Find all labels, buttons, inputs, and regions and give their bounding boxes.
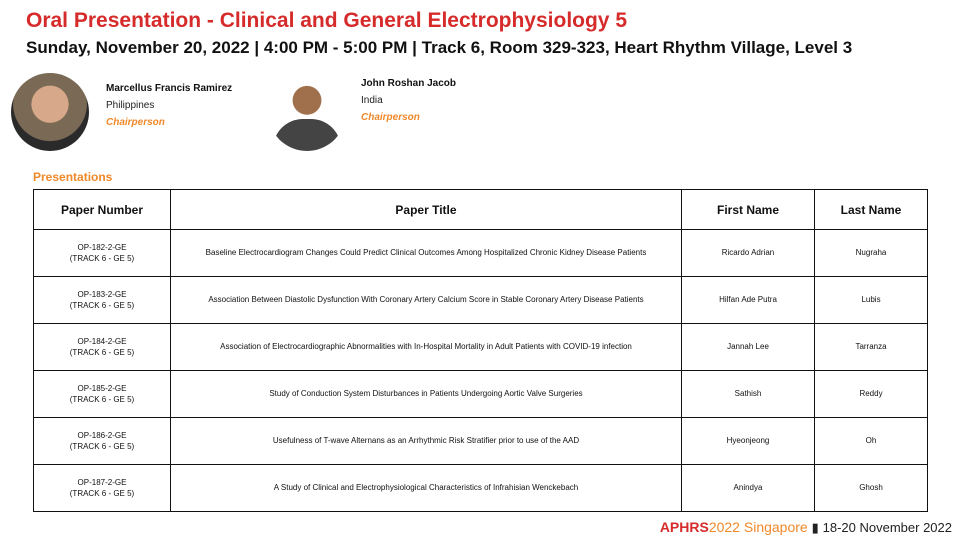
- last-name-cell: Lubis: [814, 276, 928, 324]
- column-header: First Name: [681, 189, 815, 230]
- column-header: Paper Number: [33, 189, 171, 230]
- paper-title-cell: Study of Conduction System Disturbances …: [170, 370, 682, 418]
- avatar: [268, 73, 346, 151]
- session-details: Sunday, November 20, 2022 | 4:00 PM - 5:…: [26, 38, 853, 57]
- table-row: OP-187-2-GE (TRACK 6 - GE 5) A Study of C…: [33, 464, 928, 512]
- event-footer: APHRS2022 Singapore ▮ 18-20 November 202…: [660, 519, 952, 536]
- last-name-cell: Reddy: [814, 370, 928, 418]
- paper-number-cell: OP-182-2-GE (TRACK 6 - GE 5): [33, 229, 171, 277]
- event-dates: 18-20 November 2022: [822, 520, 952, 535]
- brand-city: Singapore: [743, 519, 808, 535]
- presentations-table: Paper Number Paper Title First Name Last…: [33, 189, 928, 512]
- avatar: [11, 73, 89, 151]
- paper-number-cell: OP-183-2-GE (TRACK 6 - GE 5): [33, 276, 171, 324]
- table-row: OP-182-2-GE (TRACK 6 - GE 5) Baseline Ele…: [33, 229, 928, 277]
- last-name-cell: Tarranza: [814, 323, 928, 371]
- last-name-cell: Oh: [814, 417, 928, 465]
- column-header: Paper Title: [170, 189, 682, 230]
- first-name-cell: Jannah Lee: [681, 323, 815, 371]
- first-name-cell: Anindya: [681, 464, 815, 512]
- chair-card: John Roshan Jacob India Chairperson: [268, 73, 456, 151]
- last-name-cell: Ghosh: [814, 464, 928, 512]
- chair-country: Philippines: [106, 100, 155, 111]
- paper-number-cell: OP-184-2-GE (TRACK 6 - GE 5): [33, 323, 171, 371]
- chair-country: India: [361, 95, 383, 106]
- first-name-cell: Sathish: [681, 370, 815, 418]
- chair-name: John Roshan Jacob: [361, 78, 457, 89]
- brand-year: 2022: [708, 519, 740, 535]
- separator: ▮: [811, 520, 819, 535]
- brand: APHRS: [659, 519, 709, 535]
- chair-role: Chairperson: [106, 117, 165, 128]
- chair-card: Marcellus Francis Ramirez Philippines Ch…: [11, 73, 232, 151]
- paper-title-cell: A Study of Clinical and Electrophysiolog…: [170, 464, 682, 512]
- page-title: Oral Presentation - Clinical and General…: [26, 9, 628, 32]
- chair-role: Chairperson: [361, 112, 420, 123]
- paper-title-cell: Usefulness of T-wave Alternans as an Arr…: [170, 417, 682, 465]
- paper-number-cell: OP-187-2-GE (TRACK 6 - GE 5): [33, 464, 171, 512]
- section-heading: Presentations: [33, 170, 113, 184]
- table-row: OP-185-2-GE (TRACK 6 - GE 5) Study of Con…: [33, 370, 928, 418]
- chair-name: Marcellus Francis Ramirez: [106, 83, 233, 94]
- paper-title-cell: Baseline Electrocardiogram Changes Could…: [170, 229, 682, 277]
- last-name-cell: Nugraha: [814, 229, 928, 277]
- paper-title-cell: Association of Electrocardiographic Abno…: [170, 323, 682, 371]
- first-name-cell: Ricardo Adrian: [681, 229, 815, 277]
- first-name-cell: Hyeonjeong: [681, 417, 815, 465]
- paper-number-cell: OP-186-2-GE (TRACK 6 - GE 5): [33, 417, 171, 465]
- paper-title-cell: Association Between Diastolic Dysfunctio…: [170, 276, 682, 324]
- column-header: Last Name: [814, 189, 928, 230]
- table-row: OP-186-2-GE (TRACK 6 - GE 5) Usefulness o…: [33, 417, 928, 465]
- paper-number-cell: OP-185-2-GE (TRACK 6 - GE 5): [33, 370, 171, 418]
- table-row: OP-184-2-GE (TRACK 6 - GE 5) Association …: [33, 323, 928, 371]
- first-name-cell: Hilfan Ade Putra: [681, 276, 815, 324]
- table-row: OP-183-2-GE (TRACK 6 - GE 5) Association …: [33, 276, 928, 324]
